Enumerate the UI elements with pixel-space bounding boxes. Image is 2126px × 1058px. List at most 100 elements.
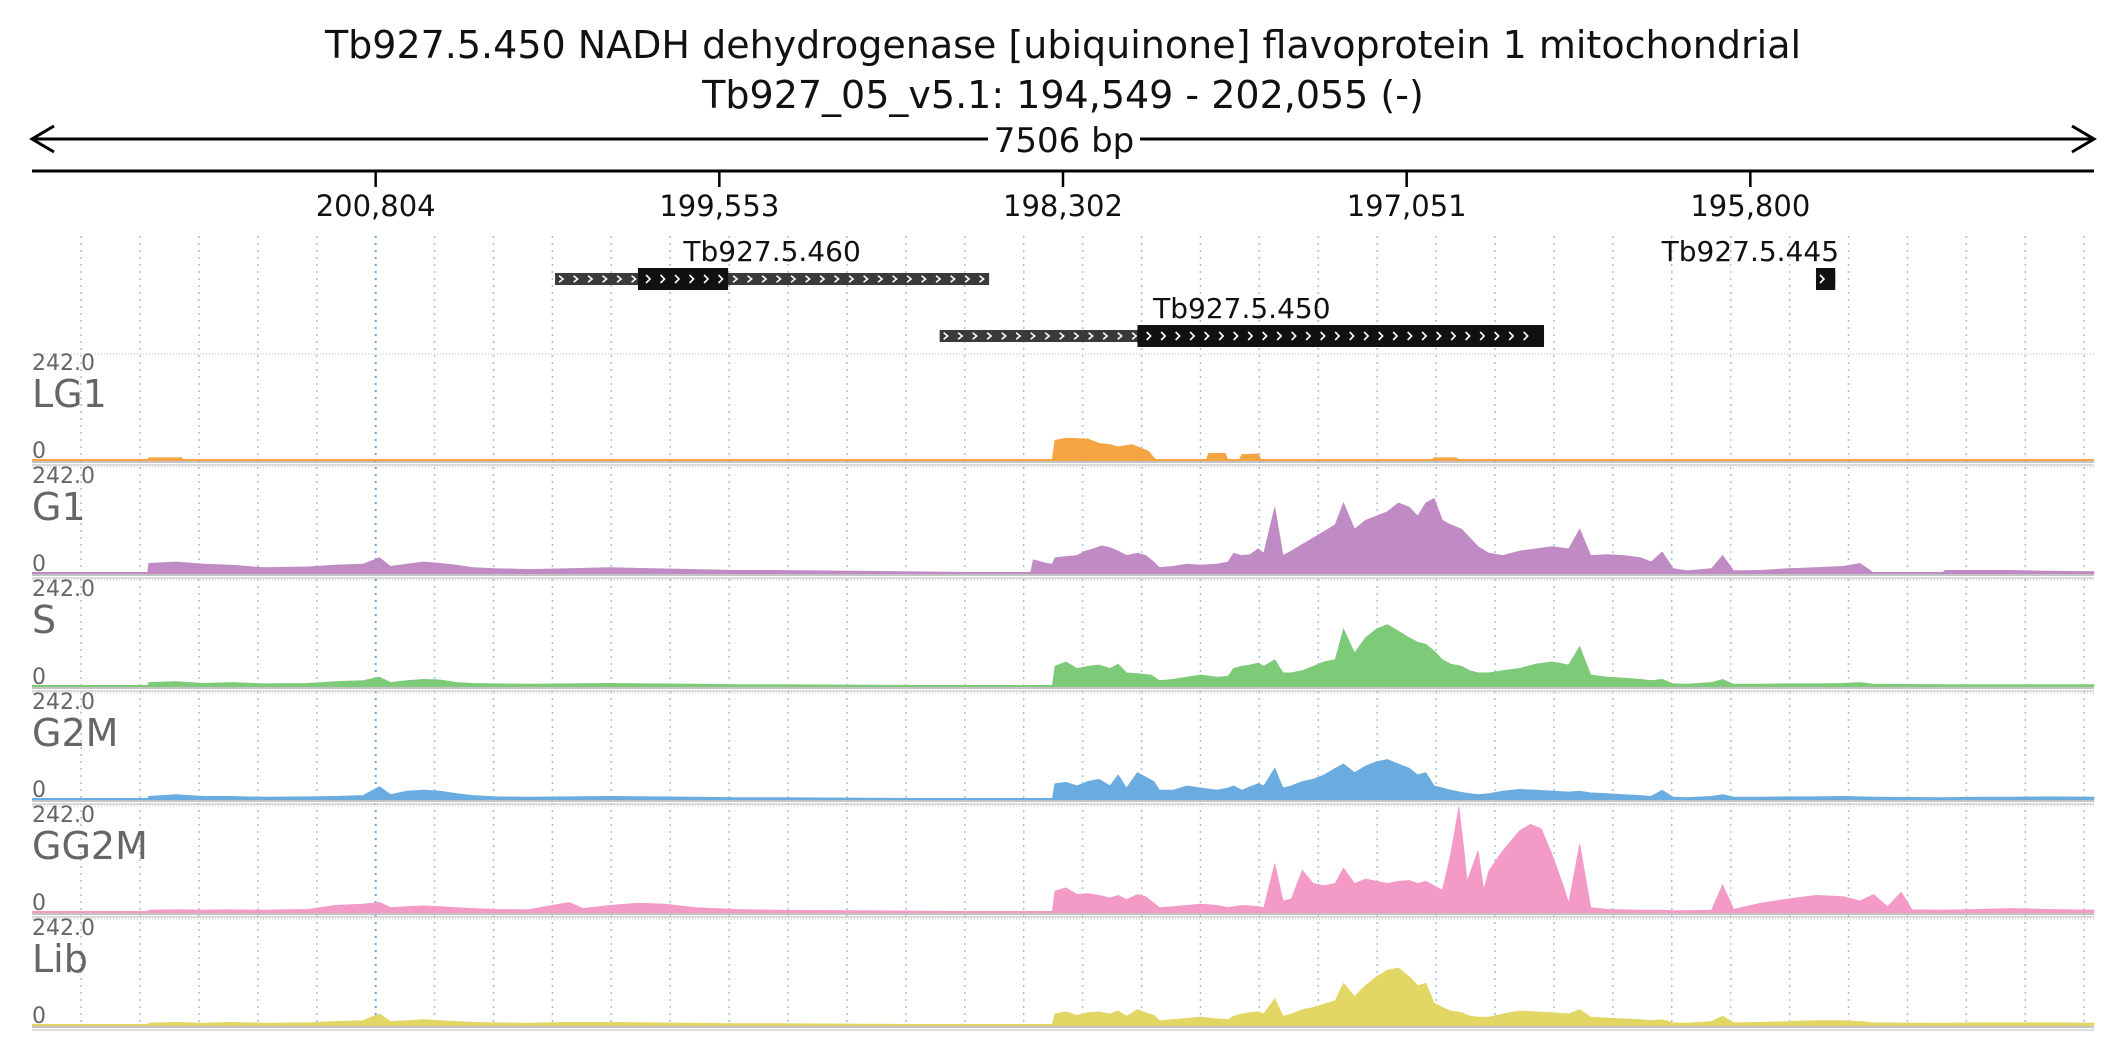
strand-chevron-icon bbox=[834, 275, 840, 283]
track-min-label: 0 bbox=[32, 665, 46, 690]
track-g1: 242.0G1 0 bbox=[32, 464, 2095, 579]
strand-chevron-icon bbox=[558, 275, 565, 283]
gene-annotation-track: Tb927.5.460 Tb927.5.450 Tb927.5.445 bbox=[555, 235, 1839, 347]
track-min-label: 0 bbox=[32, 552, 46, 577]
gene-label: Tb927.5.450 bbox=[1152, 292, 1330, 325]
strand-chevron-icon bbox=[892, 275, 898, 283]
strand-chevron-icon bbox=[1117, 332, 1123, 340]
strand-chevron-icon bbox=[616, 275, 623, 283]
span-arrow: 7506 bp bbox=[29, 121, 2097, 161]
span-length-label: 7506 bp bbox=[994, 121, 1135, 161]
strand-chevron-icon bbox=[1291, 331, 1297, 341]
strand-chevron-icon bbox=[921, 275, 927, 283]
coverage-area bbox=[146, 806, 2095, 913]
strand-chevron-icon bbox=[1131, 332, 1138, 340]
strand-chevron-icon bbox=[906, 275, 913, 283]
strand-chevron-icon bbox=[1001, 332, 1007, 340]
strand-chevron-icon bbox=[1073, 332, 1080, 340]
strand-chevron-icon bbox=[1450, 331, 1457, 341]
strand-chevron-icon bbox=[573, 275, 579, 283]
track-name: S bbox=[32, 598, 56, 642]
coverage-area bbox=[147, 759, 2095, 800]
strand-chevron-icon bbox=[1160, 331, 1167, 341]
strand-chevron-icon bbox=[986, 332, 993, 340]
arrow-left-icon bbox=[29, 124, 55, 154]
strand-chevron-icon bbox=[776, 275, 782, 283]
strand-chevron-icon bbox=[1508, 331, 1515, 341]
coverage-tracks: 242.0LG10242.0G10242.0S0242.0G2M0242.0GG… bbox=[32, 351, 2095, 1031]
strand-chevron-icon bbox=[1146, 331, 1152, 341]
strand-chevron-icon bbox=[1479, 331, 1486, 341]
track-name: G1 bbox=[32, 485, 86, 529]
gene-label: Tb927.5.460 bbox=[682, 235, 860, 268]
strand-chevron-icon bbox=[732, 275, 739, 283]
strand-chevron-icon bbox=[1819, 274, 1826, 284]
track-min-label: 0 bbox=[32, 439, 46, 464]
chart-subtitle-location: Tb927_05_v5.1: 194,549 - 202,055 (-) bbox=[701, 73, 1424, 117]
gene-Tb927-5-450[interactable]: Tb927.5.450 bbox=[939, 292, 1545, 347]
strand-chevron-icon bbox=[1030, 332, 1036, 340]
strand-chevron-icon bbox=[1015, 332, 1022, 340]
track-max-label: 242.0 bbox=[32, 690, 95, 715]
x-tick-label: 198,302 bbox=[1003, 189, 1123, 223]
strand-chevron-icon bbox=[747, 275, 753, 283]
track-max-label: 242.0 bbox=[32, 351, 95, 376]
strand-chevron-icon bbox=[1233, 331, 1239, 341]
arrow-right-icon bbox=[2071, 124, 2097, 154]
strand-chevron-icon bbox=[1421, 331, 1428, 341]
cds-bar bbox=[1137, 325, 1545, 347]
x-tick-label: 200,804 bbox=[316, 189, 436, 223]
strand-chevron-icon bbox=[602, 275, 608, 283]
coverage-area bbox=[147, 624, 2095, 687]
gene-label: Tb927.5.445 bbox=[1661, 235, 1839, 268]
strand-chevron-icon bbox=[1465, 331, 1471, 341]
strand-chevron-icon bbox=[1320, 331, 1326, 341]
strand-chevron-icon bbox=[1378, 331, 1384, 341]
coverage-area bbox=[147, 437, 1461, 461]
track-s: 242.0S 0 bbox=[32, 577, 2095, 692]
coverage-area bbox=[146, 967, 2095, 1026]
strand-chevron-icon bbox=[935, 275, 942, 283]
strand-chevron-icon bbox=[1059, 332, 1065, 340]
strand-chevron-icon bbox=[1204, 331, 1210, 341]
strand-chevron-icon bbox=[1044, 332, 1051, 340]
strand-chevron-icon bbox=[863, 275, 869, 283]
strand-chevron-icon bbox=[1349, 331, 1355, 341]
strand-chevron-icon bbox=[703, 274, 710, 284]
strand-chevron-icon bbox=[688, 274, 695, 284]
track-name: LG1 bbox=[32, 372, 107, 416]
strand-chevron-icon bbox=[950, 275, 956, 283]
strand-chevron-icon bbox=[1305, 331, 1312, 341]
strand-chevron-icon bbox=[1088, 332, 1094, 340]
gene-Tb927-5-460[interactable]: Tb927.5.460 bbox=[555, 235, 990, 290]
strand-chevron-icon bbox=[1392, 331, 1399, 341]
coverage-area bbox=[147, 497, 2095, 574]
track-max-label: 242.0 bbox=[32, 577, 95, 602]
strand-chevron-icon bbox=[761, 275, 768, 283]
strand-chevron-icon bbox=[1334, 331, 1341, 341]
strand-chevron-icon bbox=[979, 275, 985, 283]
strand-chevron-icon bbox=[674, 274, 681, 284]
track-min-label: 0 bbox=[32, 778, 46, 803]
strand-chevron-icon bbox=[587, 275, 594, 283]
strand-chevron-icon bbox=[1262, 331, 1268, 341]
track-name: GG2M bbox=[32, 824, 148, 868]
strand-chevron-icon bbox=[1363, 331, 1370, 341]
x-tick-label: 199,553 bbox=[659, 189, 779, 223]
strand-chevron-icon bbox=[1523, 331, 1529, 341]
x-tick-label: 197,051 bbox=[1347, 189, 1467, 223]
x-tick-label: 195,800 bbox=[1690, 189, 1810, 223]
strand-chevron-icon bbox=[848, 275, 855, 283]
cds-bar bbox=[1815, 268, 1836, 290]
strand-chevron-icon bbox=[645, 274, 652, 284]
strand-chevron-icon bbox=[1247, 331, 1254, 341]
track-name: G2M bbox=[32, 711, 118, 755]
track-min-label: 0 bbox=[32, 1004, 46, 1029]
track-name: Lib bbox=[32, 937, 88, 981]
strand-chevron-icon bbox=[790, 275, 797, 283]
gene-Tb927-5-445[interactable]: Tb927.5.445 bbox=[1661, 235, 1839, 290]
